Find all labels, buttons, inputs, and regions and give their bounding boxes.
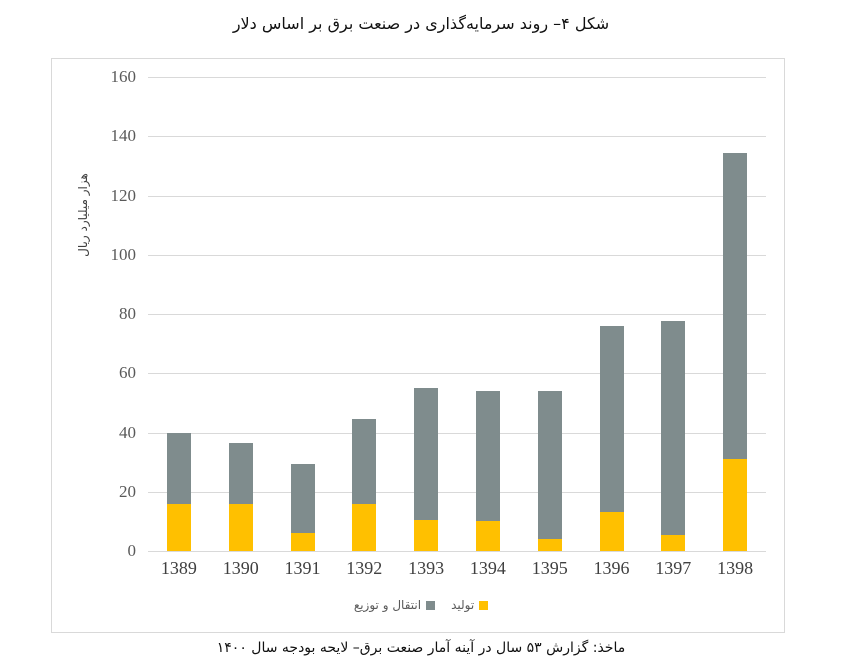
bar-segment-production bbox=[661, 534, 686, 551]
bar-segment-distribution bbox=[290, 463, 315, 534]
bar-segment-production bbox=[166, 503, 191, 551]
legend-label-distribution: انتقال و توزیع bbox=[353, 598, 422, 612]
bar-1389 bbox=[166, 432, 191, 552]
bar-segment-production bbox=[228, 503, 253, 551]
bar-segment-distribution bbox=[723, 152, 748, 460]
x-tick-label: 1397 bbox=[655, 558, 692, 578]
x-tick-label: 1393 bbox=[408, 558, 445, 578]
bar-segment-production bbox=[290, 533, 315, 551]
legend: تولید انتقال و توزیع bbox=[0, 598, 842, 612]
bar-1391 bbox=[290, 463, 315, 551]
x-tick-label: 1390 bbox=[222, 558, 259, 578]
bar-1393 bbox=[414, 388, 439, 551]
y-tick-label: 140 bbox=[110, 126, 137, 146]
x-tick-label: 1394 bbox=[469, 558, 506, 578]
y-tick-label: 60 bbox=[119, 363, 136, 383]
bar-1392 bbox=[352, 419, 377, 551]
y-tick-label: 100 bbox=[110, 244, 137, 264]
bar-segment-distribution bbox=[166, 432, 191, 504]
gridline bbox=[148, 254, 766, 256]
x-tick-label: 1389 bbox=[160, 558, 197, 578]
gridline bbox=[148, 491, 766, 493]
bar-segment-production bbox=[723, 459, 748, 551]
y-tick-label: 120 bbox=[110, 185, 137, 205]
y-tick-label: 0 bbox=[127, 541, 137, 560]
production-swatch-icon bbox=[479, 600, 489, 610]
bar-1394 bbox=[475, 391, 500, 551]
plot-area bbox=[148, 77, 766, 552]
gridline bbox=[148, 136, 766, 138]
x-tick-label: 1395 bbox=[531, 558, 568, 578]
bar-segment-distribution bbox=[661, 321, 686, 535]
bar-1397 bbox=[661, 321, 686, 551]
bar-1398 bbox=[723, 152, 748, 551]
y-tick-label: 160 bbox=[110, 67, 137, 86]
bar-1395 bbox=[537, 391, 562, 551]
bar-segment-distribution bbox=[352, 419, 377, 504]
chart-title: شکل ۴– روند سرمایه‌گذاری در صنعت برق بر … bbox=[232, 14, 610, 33]
bar-segment-distribution bbox=[475, 391, 500, 522]
source-note: ماخذ: گزارش ۵۳ سال در آینه آمار صنعت برق… bbox=[216, 640, 626, 656]
legend-label-production: تولید bbox=[451, 598, 475, 612]
x-tick-label: 1398 bbox=[717, 558, 754, 578]
bar-segment-production bbox=[352, 503, 377, 551]
bar-segment-production bbox=[475, 521, 500, 551]
bar-1396 bbox=[599, 325, 624, 551]
bar-segment-distribution bbox=[228, 442, 253, 504]
legend-item-distribution: انتقال و توزیع bbox=[353, 598, 436, 612]
gridline bbox=[148, 195, 766, 197]
bar-1390 bbox=[228, 442, 253, 551]
chart-frame bbox=[51, 58, 785, 633]
y-tick-label: 40 bbox=[119, 422, 136, 442]
gridline bbox=[148, 432, 766, 434]
x-tick-label: 1392 bbox=[346, 558, 383, 578]
x-tick-label: 1396 bbox=[593, 558, 630, 578]
gridline bbox=[148, 314, 766, 315]
x-tick-label: 1391 bbox=[284, 558, 321, 578]
bar-segment-production bbox=[537, 539, 562, 551]
gridline bbox=[148, 77, 766, 78]
bar-segment-distribution bbox=[599, 325, 624, 513]
bar-segment-production bbox=[414, 519, 439, 551]
bar-segment-distribution bbox=[414, 388, 439, 520]
y-tick-label: 80 bbox=[119, 304, 136, 323]
gridline bbox=[148, 551, 766, 552]
legend-item-production: تولید bbox=[451, 598, 489, 612]
distribution-swatch-icon bbox=[426, 600, 436, 610]
bar-segment-production bbox=[599, 512, 624, 551]
gridline bbox=[148, 373, 766, 375]
y-tick-label: 20 bbox=[119, 481, 136, 501]
bar-segment-distribution bbox=[537, 391, 562, 540]
